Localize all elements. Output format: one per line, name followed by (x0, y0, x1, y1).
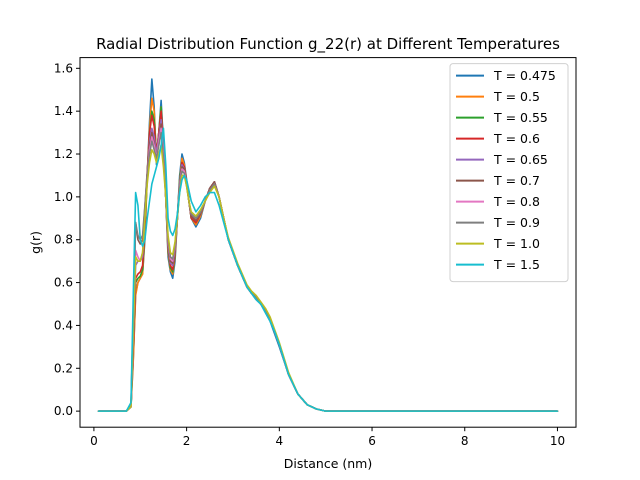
x-axis-label: Distance (nm) (284, 456, 372, 471)
legend-label: T = 0.9 (493, 215, 540, 230)
y-tick-label: 0.8 (54, 233, 73, 247)
legend-label: T = 0.8 (493, 194, 540, 209)
y-tick-label: 0.4 (54, 318, 73, 332)
x-tick-label: 10 (550, 434, 565, 448)
y-tick-label: 1.0 (54, 190, 73, 204)
y-tick-label: 1.6 (54, 61, 73, 75)
legend-label: T = 1.5 (493, 257, 540, 272)
x-axis-ticks: 0 2 4 6 8 10 (90, 427, 565, 448)
x-tick-label: 8 (461, 434, 469, 448)
x-tick-label: 2 (183, 434, 191, 448)
series-line-10 (97, 127, 559, 412)
series-layer (97, 78, 559, 412)
legend-label: T = 0.7 (493, 173, 540, 188)
x-tick-label: 0 (90, 434, 98, 448)
y-tick-label: 1.2 (54, 147, 73, 161)
legend-label: T = 0.5 (493, 89, 540, 104)
legend-label: T = 0.6 (493, 131, 540, 146)
axes-frame (79, 57, 577, 428)
x-tick-label: 4 (276, 434, 284, 448)
chart-title: Radial Distribution Function g_22(r) at … (96, 35, 560, 54)
y-axis-ticks: 0.0 0.2 0.4 0.6 0.8 1.0 1.2 1.4 1.6 (54, 61, 80, 418)
legend: T = 0.475 T = 0.5 T = 0.55 T = 0.6 T = 0.65 T… (449, 63, 569, 283)
x-tick-label: 6 (368, 434, 376, 448)
legend-label: T = 1.0 (493, 236, 540, 251)
y-tick-label: 0.0 (54, 404, 73, 418)
legend-label: T = 0.475 (493, 68, 556, 83)
legend-label: T = 0.65 (493, 152, 548, 167)
y-tick-label: 0.6 (54, 276, 73, 290)
legend-label: T = 0.55 (493, 110, 548, 125)
y-tick-label: 0.2 (54, 361, 73, 375)
y-axis-label: g(r) (28, 231, 43, 254)
y-tick-label: 1.4 (54, 104, 73, 118)
